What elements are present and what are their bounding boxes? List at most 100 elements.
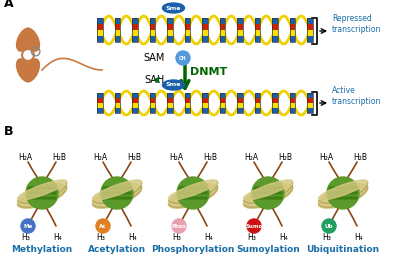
Circle shape [26, 177, 58, 209]
Bar [132, 93, 138, 98]
FancyBboxPatch shape [103, 197, 131, 199]
Bar [237, 30, 243, 36]
Bar [220, 30, 225, 36]
Text: Ubiquitination: Ubiquitination [306, 246, 380, 254]
Bar [115, 24, 120, 30]
FancyBboxPatch shape [28, 197, 56, 199]
Text: CH: CH [179, 56, 187, 61]
Bar [255, 30, 260, 36]
Ellipse shape [168, 180, 218, 200]
Bar [272, 36, 278, 42]
FancyBboxPatch shape [254, 187, 282, 189]
Bar [150, 93, 155, 98]
Circle shape [177, 177, 209, 209]
Bar [97, 24, 103, 30]
Bar [272, 30, 278, 36]
Bar [307, 24, 313, 30]
Bar [150, 93, 155, 113]
Bar [185, 93, 190, 98]
Bar [185, 30, 190, 36]
Bar [97, 93, 103, 113]
Text: H₂B: H₂B [278, 153, 292, 163]
Bar [290, 93, 295, 113]
Bar [307, 93, 313, 98]
Bar [115, 36, 120, 42]
Bar [132, 93, 138, 113]
Text: Sumo: Sumo [245, 223, 263, 228]
Text: H₃: H₃ [172, 233, 182, 241]
Bar [272, 108, 278, 113]
Bar [97, 103, 103, 108]
Bar [97, 18, 103, 42]
Bar [307, 103, 313, 108]
Text: H₂B: H₂B [203, 153, 217, 163]
Bar [185, 24, 190, 30]
Text: H₂A: H₂A [18, 153, 32, 163]
Bar [220, 93, 225, 98]
Bar [220, 103, 225, 108]
Bar [97, 108, 103, 113]
Bar [237, 36, 243, 42]
FancyBboxPatch shape [103, 192, 131, 194]
Text: H₃: H₃ [322, 233, 332, 241]
Ellipse shape [24, 59, 40, 82]
Bar [115, 18, 120, 42]
Bar [202, 93, 208, 113]
Bar [202, 18, 208, 42]
Text: A: A [4, 0, 14, 10]
Text: DNMT: DNMT [190, 67, 227, 77]
Ellipse shape [244, 180, 292, 200]
Text: H₂B: H₂B [52, 153, 66, 163]
Bar [307, 18, 313, 24]
Ellipse shape [318, 180, 368, 200]
Bar [255, 108, 260, 113]
Circle shape [101, 177, 133, 209]
Bar [307, 36, 313, 42]
Bar [220, 93, 225, 113]
Bar [202, 98, 208, 103]
Text: Acetylation: Acetylation [88, 246, 146, 254]
Bar [272, 24, 278, 30]
Text: H₃: H₃ [248, 233, 256, 241]
Bar [202, 36, 208, 42]
Bar [255, 103, 260, 108]
Bar [290, 30, 295, 36]
Bar [307, 98, 313, 103]
Ellipse shape [18, 180, 66, 200]
Bar [167, 18, 173, 24]
Bar [237, 18, 243, 24]
Bar [290, 93, 295, 98]
Bar [202, 108, 208, 113]
Bar [255, 93, 260, 98]
Bar [290, 24, 295, 30]
Bar [220, 18, 225, 42]
Circle shape [247, 219, 261, 233]
Circle shape [21, 219, 35, 233]
Text: H₄: H₄ [54, 233, 62, 241]
Bar [132, 36, 138, 42]
Bar [185, 98, 190, 103]
Bar [202, 103, 208, 108]
Text: H₂A: H₂A [244, 153, 258, 163]
Text: H₂A: H₂A [169, 153, 183, 163]
FancyBboxPatch shape [329, 197, 357, 199]
Ellipse shape [24, 28, 40, 51]
Bar [150, 98, 155, 103]
Text: Phosphorylation: Phosphorylation [151, 246, 235, 254]
Bar [255, 18, 260, 24]
Bar [237, 93, 243, 98]
Text: H₄: H₄ [355, 233, 363, 241]
FancyBboxPatch shape [103, 187, 131, 189]
Text: H₄: H₄ [205, 233, 213, 241]
Text: SAM: SAM [144, 53, 165, 63]
Bar [150, 108, 155, 113]
Bar [132, 30, 138, 36]
Bar [167, 93, 173, 98]
Text: SAH: SAH [145, 75, 165, 85]
Bar [272, 103, 278, 108]
Bar [132, 18, 138, 24]
Circle shape [96, 219, 110, 233]
Bar [237, 24, 243, 30]
Bar [115, 108, 120, 113]
Bar [272, 98, 278, 103]
